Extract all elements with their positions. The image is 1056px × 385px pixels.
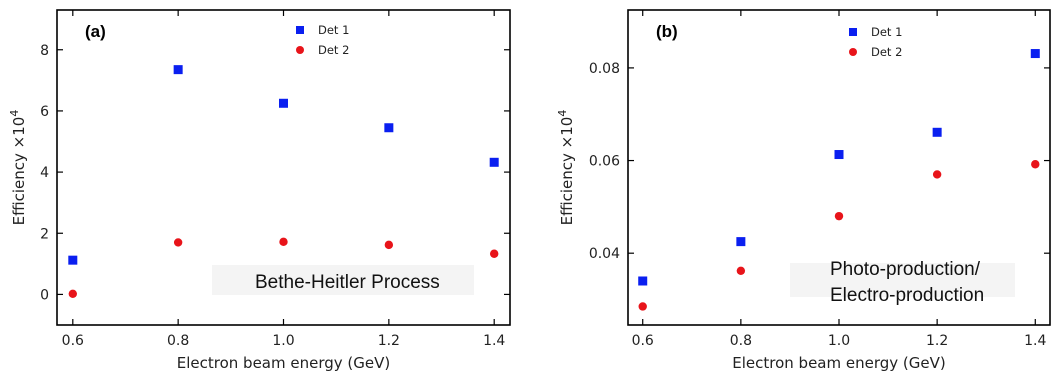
x-tick-label: 0.6: [62, 333, 84, 349]
data-point-det1: [279, 98, 288, 108]
panel-label: (a): [85, 22, 106, 41]
x-tick-label: 1.0: [828, 333, 850, 349]
legend-marker: [849, 28, 857, 36]
data-point-det1: [68, 255, 78, 265]
y-axis-label: Efficiency ×104: [8, 110, 28, 226]
y-tick-label: 6: [40, 104, 49, 120]
data-point-det2: [173, 238, 183, 247]
x-tick-label: 1.0: [272, 333, 294, 349]
data-point-det1: [173, 65, 183, 75]
legend-entry: Det 1: [318, 23, 349, 37]
x-tick-label: 1.2: [926, 333, 948, 349]
legend-marker: [849, 48, 857, 56]
y-tick-label: 8: [40, 43, 49, 59]
annotation-text: Electro-production: [830, 285, 984, 306]
y-tick-label: 0.06: [589, 154, 620, 170]
data-point-det2: [384, 240, 394, 250]
panel-label: (b): [656, 22, 678, 41]
data-point-det2: [834, 211, 844, 221]
data-point-det2: [489, 249, 499, 258]
x-tick-label: 0.8: [167, 333, 189, 349]
y-tick-label: 0.04: [589, 246, 620, 262]
legend-entry: Det 2: [318, 43, 349, 57]
data-point-det1: [638, 276, 648, 286]
annotation-box: [790, 263, 1015, 297]
data-point-det2: [68, 289, 78, 299]
legend-marker: [296, 26, 304, 34]
y-tick-label: 2: [40, 226, 49, 242]
y-tick-label: 0: [40, 287, 49, 303]
annotation-text: Photo-production/: [830, 259, 981, 280]
data-point-det1: [489, 157, 499, 167]
x-tick-label: 0.8: [730, 333, 752, 349]
chart-panel-b: 0.6 0.8 1.0 1.2 1.4 0.04 0.06 0.08 Electron beam…: [556, 9, 1051, 372]
data-point-det2: [736, 266, 746, 276]
x-tick-label: 1.2: [378, 333, 400, 349]
x-tick-label: 1.4: [483, 333, 505, 349]
chart-panel-a: 0.6 0.8 1.0 1.2 1.4 0 2 4 6 8 Electron beam energy…: [8, 9, 511, 372]
data-point-det1: [384, 123, 394, 133]
annotation-text: Bethe-Heitler Process: [255, 272, 440, 293]
legend-entry: Det 1: [871, 25, 902, 39]
y-tick-label: 4: [40, 165, 49, 181]
x-tick-label: 1.4: [1024, 333, 1046, 349]
data-point-det1: [736, 237, 746, 247]
y-axis-label: Efficiency ×104: [556, 110, 576, 226]
data-point-det2: [932, 170, 942, 179]
legend-entry: Det 2: [871, 45, 902, 59]
data-point-det2: [1031, 160, 1040, 169]
annotation-box: [212, 265, 474, 295]
y-tick-label: 0.08: [589, 61, 620, 77]
data-point-det2: [279, 237, 288, 247]
data-point-det1: [834, 150, 844, 160]
legend-marker: [296, 46, 304, 54]
x-axis-label: Electron beam energy (GeV): [732, 354, 945, 372]
x-tick-label: 0.6: [632, 333, 654, 349]
data-point-det1: [932, 127, 942, 137]
x-axis-label: Electron beam energy (GeV): [177, 354, 390, 372]
data-point-det2: [638, 302, 647, 311]
data-point-det1: [1030, 49, 1040, 59]
